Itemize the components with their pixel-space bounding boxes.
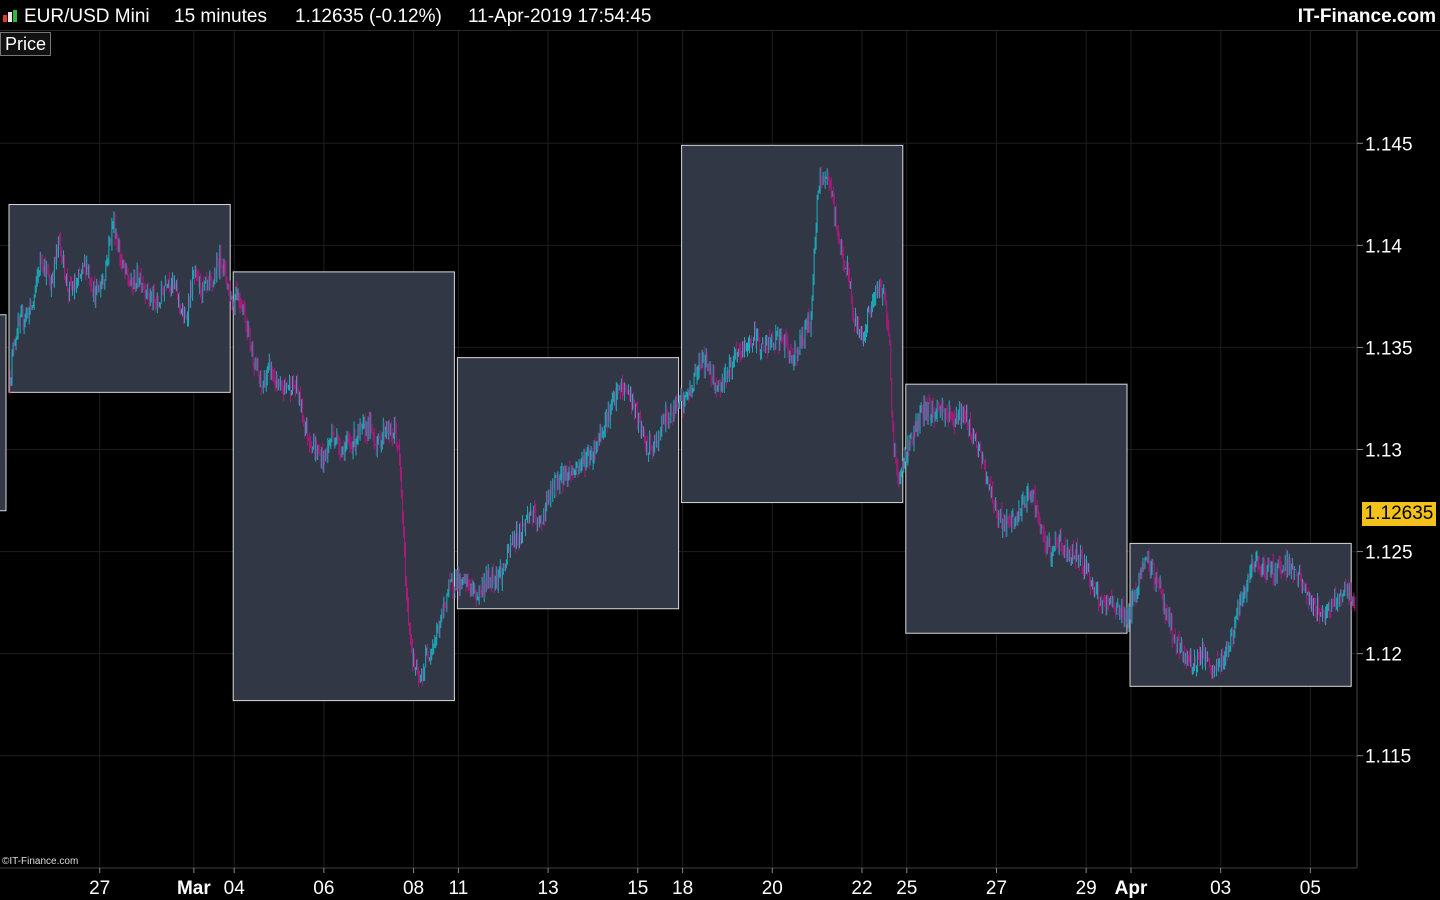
quote-datetime: 11-Apr-2019 17:54:45 (468, 6, 652, 27)
price-panel-tab[interactable]: Price (0, 32, 52, 56)
x-tick-label: 11 (449, 878, 469, 899)
y-tick-label: 1.125 (1365, 543, 1413, 564)
title-bar: EUR/USD Mini 15 minutes 1.12635 (-0.12%)… (0, 0, 1440, 31)
x-tick-label: 29 (1076, 878, 1097, 899)
quote-value: 1.12635 (-0.12%) (295, 6, 442, 27)
x-axis: 27 Mar 04 06 08 11 13 15 18 20 22 25 27 29 Apr 03 05 (89, 868, 1321, 899)
weekly-range-boxes (0, 144, 1352, 702)
copyright-notice: ©IT-Finance.com (2, 856, 79, 867)
brand-name: IT-Finance.com (1297, 6, 1436, 27)
y-tick-label: 1.14 (1365, 236, 1402, 257)
x-tick-label: Apr (1115, 878, 1148, 899)
price-chart[interactable]: 1.145 1.14 1.135 1.13 1.125 1.12 1.115 27 Mar 04… (0, 31, 1440, 900)
x-tick-label: Mar (177, 878, 211, 899)
x-tick-label: 08 (403, 878, 424, 899)
timeframe-label[interactable]: 15 minutes (174, 6, 267, 27)
week-range-box (8, 204, 231, 393)
week-range-box-partial (0, 314, 7, 512)
y-tick-label: 1.13 (1365, 441, 1402, 462)
x-tick-label: 18 (672, 878, 693, 899)
week-range-box (232, 271, 455, 702)
x-tick-label: 06 (313, 878, 334, 899)
x-tick-label: 13 (538, 878, 559, 899)
x-tick-label: 25 (896, 878, 917, 899)
y-tick-label: 1.135 (1365, 338, 1413, 359)
x-tick-label: 04 (224, 878, 246, 899)
x-tick-label: 15 (627, 878, 648, 899)
x-tick-label: 20 (762, 878, 783, 899)
y-tick-label: 1.12 (1365, 645, 1402, 666)
x-tick-label: 27 (986, 878, 1007, 899)
price-bars (9, 166, 1356, 687)
x-tick-label: 03 (1210, 878, 1231, 899)
y-tick-label: 1.115 (1365, 747, 1411, 768)
x-tick-label: 27 (89, 878, 110, 899)
x-tick-label: 22 (851, 878, 872, 899)
y-axis: 1.145 1.14 1.135 1.13 1.125 1.12 1.115 (1357, 134, 1413, 768)
current-price-tag: 1.12635 (1362, 502, 1436, 526)
y-tick-label: 1.145 (1365, 134, 1413, 155)
week-range-box (905, 383, 1128, 634)
logo-icon (3, 10, 17, 22)
week-range-box (681, 144, 904, 504)
x-tick-label: 05 (1300, 878, 1321, 899)
instrument-name: EUR/USD Mini (24, 6, 150, 27)
